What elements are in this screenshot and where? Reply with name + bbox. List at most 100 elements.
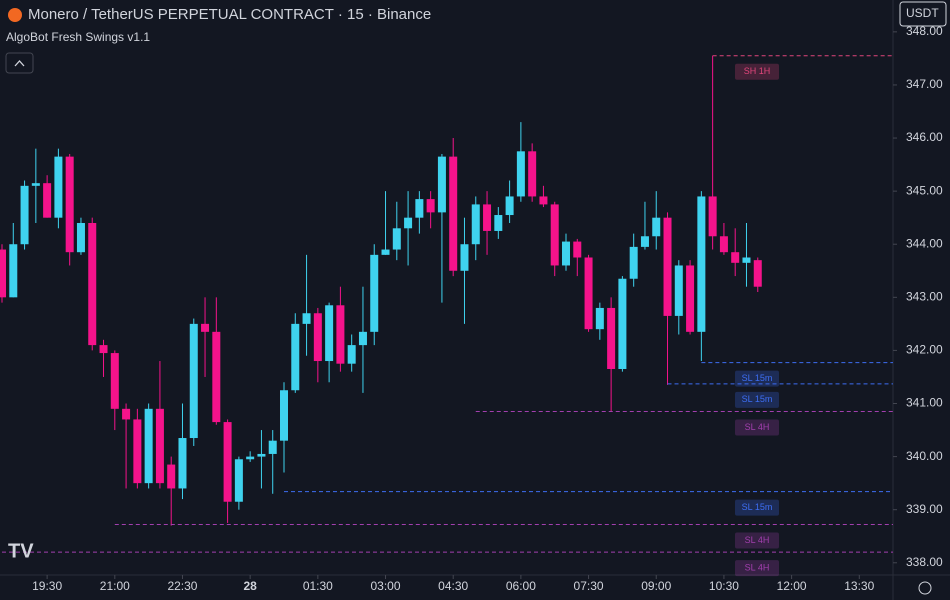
x-tick-label: 09:00 [641,579,671,593]
collapse-icon [14,60,25,67]
candle-body [325,305,334,362]
x-tick-label: 06:00 [506,579,536,593]
candle-body [562,241,570,266]
level-tag [735,63,779,80]
candle-body [88,222,97,346]
candle-body [0,249,6,298]
candle-body [43,183,52,218]
coin-icon [8,8,22,22]
level-tag [735,532,779,549]
y-tick-label: 345.00 [906,183,943,197]
indicator-name: AlgoBot Fresh Swings v1.1 [6,30,150,44]
candle-body [607,307,616,369]
candle-body [212,331,221,423]
currency-label: USDT [906,6,939,20]
candle-body [719,236,728,253]
x-tick-label: 13:30 [844,579,874,593]
x-tick-label: 22:30 [167,579,197,593]
level-label: SL 15m [742,394,773,404]
candle-body [358,331,367,346]
level-tag [735,419,779,436]
level-label: SL 15m [742,502,773,512]
y-tick-label: 343.00 [906,289,943,303]
candle-body [437,156,446,213]
candle-body [313,313,322,362]
candle-body [505,196,514,216]
candle-body [189,323,198,439]
chart-title: Monero / TetherUS PERPETUAL CONTRACT · 1… [28,6,431,23]
candle-body [223,422,232,502]
candle-body [268,440,277,454]
candle-body [167,464,176,489]
candle-body [708,196,717,237]
candle-body [753,260,762,287]
candle-body [347,345,356,364]
candle-body [471,204,480,245]
candle-body [539,196,548,205]
settings-icon[interactable] [918,581,932,595]
candle-body [731,252,740,263]
candle-body [257,453,266,457]
x-tick-label: 28 [243,579,257,593]
candle-body [54,156,63,218]
y-tick-label: 342.00 [906,343,943,357]
candle-body [584,257,593,330]
candle-body [122,408,131,420]
y-tick-label: 338.00 [906,555,943,569]
candle-body [280,390,288,441]
candle-body [291,323,300,391]
candle-body [392,228,401,250]
x-tick-label: 01:30 [303,579,333,593]
candle-body [483,204,492,231]
level-tag [735,560,779,577]
candle-body [629,246,638,279]
x-tick-label: 04:30 [438,579,468,593]
candle-body [76,222,85,253]
y-tick-label: 339.00 [906,502,943,516]
candle-body [404,217,413,229]
candle-body [110,353,119,409]
candle-body [573,241,582,258]
candle-body [449,156,458,271]
candle-body [99,345,108,354]
x-tick-label: 03:00 [371,579,401,593]
candle-body [697,196,706,332]
candle-body [31,183,40,186]
candle-body [9,244,18,298]
candle-body [65,156,74,253]
level-tag [735,499,779,516]
y-tick-label: 348.00 [906,24,943,38]
candle-body [652,217,661,237]
candle-body [370,254,379,332]
currency-button[interactable] [899,1,947,27]
level-label: SH 1H [744,66,771,76]
x-tick-label: 07:30 [574,579,604,593]
candle-body [618,278,627,369]
x-tick-label: 12:00 [777,579,807,593]
collapse-button[interactable] [5,52,34,74]
candle-body [234,459,243,502]
candle-body [686,265,695,332]
candle-body [494,215,503,231]
candle-body [742,257,751,263]
tv-logo: TV [8,540,34,562]
y-tick-label: 346.00 [906,130,943,144]
y-tick-label: 347.00 [906,77,943,91]
candle-body [674,265,683,316]
candle-body [640,236,649,247]
candle-body [516,151,525,197]
x-tick-label: 21:00 [100,579,130,593]
y-tick-label: 340.00 [906,449,943,463]
candle-body [201,323,210,332]
level-label: SL 4H [745,535,770,545]
candle-body [155,408,164,484]
candle-body [336,305,345,364]
plot: 338.00 339.00 340.00 341.00 342.00 343.00 344.… [0,24,943,593]
candle-body [381,249,390,255]
candle-body [144,408,153,484]
candle-body [133,419,142,484]
y-tick-label: 344.00 [906,236,943,250]
candle-body [178,438,187,489]
